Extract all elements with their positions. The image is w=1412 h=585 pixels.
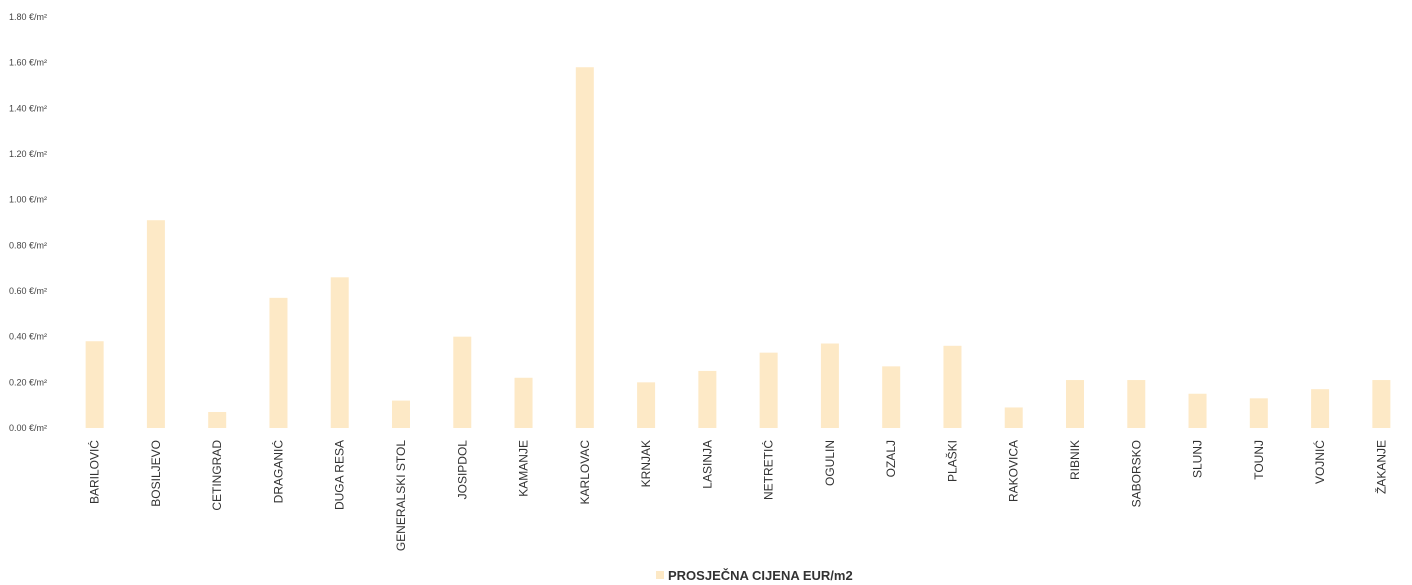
legend-label: PROSJEČNA CIJENA EUR/m2 (668, 568, 853, 583)
bar (1372, 380, 1391, 428)
bar (575, 67, 594, 428)
legend: PROSJEČNA CIJENA EUR/m2 (656, 568, 853, 583)
x-tick-label: DRAGANIĆ (270, 440, 285, 504)
x-tick-label: GENERALSKI STOL (394, 440, 408, 551)
x-tick-label: KARLOVAC (578, 440, 592, 505)
bar (453, 336, 472, 428)
x-tick-label: NETRETIĆ (761, 440, 776, 500)
bars (85, 67, 1391, 428)
y-tick-label: 0.80 €/m² (9, 240, 47, 250)
x-tick-label: TOUNJ (1252, 440, 1266, 480)
bar (392, 400, 410, 428)
y-axis-ticks: 0.00 €/m² 0.20 €/m² 0.40 €/m² 0.60 €/m² 0.80… (9, 12, 47, 433)
x-tick-label: CETINGRAD (210, 440, 224, 511)
y-tick-label: 1.00 €/m² (9, 195, 47, 205)
bar (514, 377, 533, 428)
x-tick-label: JOSIPDOL (455, 440, 469, 500)
bar (1127, 380, 1146, 428)
bar (1311, 389, 1330, 428)
bar (943, 345, 962, 428)
x-tick-label: BOSILJEVO (149, 440, 163, 507)
bar (759, 352, 778, 428)
bar (1066, 380, 1084, 428)
x-tick-label: VOJNIĆ (1312, 440, 1327, 484)
x-tick-label: OGULIN (823, 440, 837, 486)
x-tick-label: OZALJ (884, 440, 898, 477)
bar (269, 297, 288, 428)
x-tick-label: LASINJA (700, 440, 714, 489)
y-tick-label: 0.40 €/m² (9, 332, 47, 342)
bar (1249, 398, 1268, 428)
x-tick-label: PLAŠKI (944, 440, 959, 482)
y-tick-label: 1.40 €/m² (9, 103, 47, 113)
bar (1004, 407, 1023, 428)
x-tick-label: BARILOVIĆ (87, 440, 102, 504)
x-tick-label: RAKOVICA (1007, 440, 1021, 502)
x-axis-ticks: BARILOVIĆ BOSILJEVO CETINGRAD DRAGANIĆ DUGA … (87, 440, 1389, 551)
y-tick-label: 0.20 €/m² (9, 377, 47, 387)
y-tick-label: 1.80 €/m² (9, 12, 47, 22)
bar (208, 412, 227, 428)
y-tick-label: 0.00 €/m² (9, 423, 47, 433)
x-tick-label: SLUNJ (1191, 440, 1205, 478)
x-tick-label: KRNJAK (639, 440, 653, 487)
bar (637, 382, 656, 428)
x-tick-label: SABORSKO (1129, 440, 1143, 507)
bar (820, 343, 839, 428)
x-tick-label: RIBNIK (1068, 440, 1082, 480)
y-tick-label: 1.60 €/m² (9, 58, 47, 68)
legend-swatch (656, 571, 664, 579)
bar (146, 220, 165, 428)
x-tick-label: ŽAKANJE (1373, 440, 1388, 494)
bar (698, 370, 717, 428)
bar (882, 366, 901, 428)
bar (85, 341, 104, 428)
x-tick-label: KAMANJE (517, 440, 531, 497)
x-tick-label: DUGA RESA (333, 440, 347, 510)
y-tick-label: 0.60 €/m² (9, 286, 47, 296)
bar (330, 277, 349, 428)
bar (1188, 393, 1207, 428)
y-tick-label: 1.20 €/m² (9, 149, 47, 159)
